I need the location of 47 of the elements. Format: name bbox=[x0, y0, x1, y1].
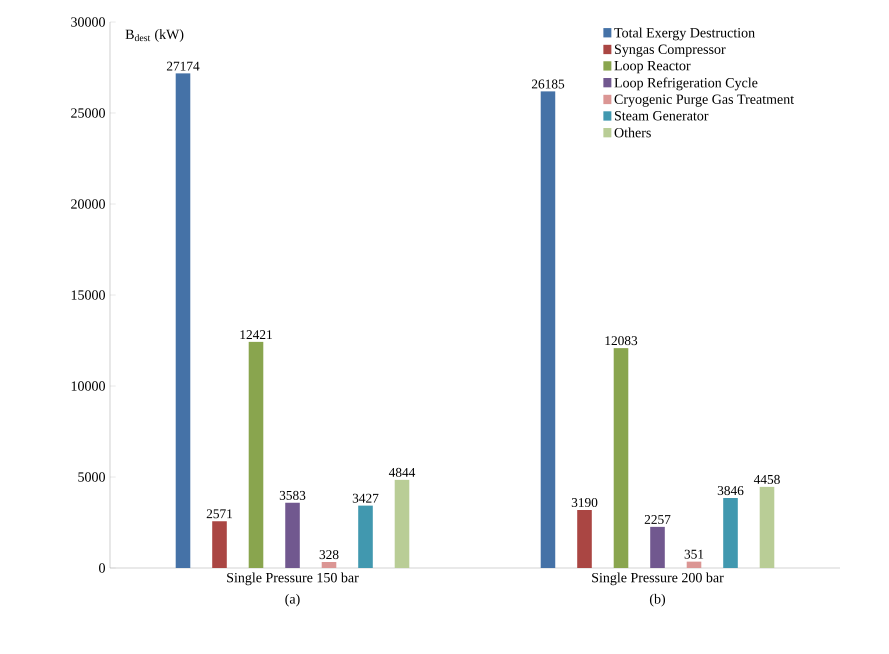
data-label: 12083 bbox=[606, 336, 638, 346]
x-tick-label: Single Pressure 150 bar bbox=[227, 572, 359, 586]
bar bbox=[285, 502, 300, 568]
bar bbox=[248, 342, 264, 568]
bar bbox=[176, 73, 190, 568]
data-label: 3583 bbox=[280, 490, 306, 500]
bar bbox=[212, 521, 227, 568]
data-label: 3427 bbox=[352, 494, 378, 503]
y-tick-label: 20000 bbox=[71, 199, 105, 209]
legend-label: Total Exergy Destruction bbox=[614, 28, 755, 40]
y-tick-label: 5000 bbox=[78, 472, 105, 482]
data-label: 2257 bbox=[644, 515, 670, 524]
legend-label: Loop Refrigeration Cycle bbox=[614, 77, 758, 90]
text: (a) bbox=[285, 594, 300, 607]
bar bbox=[614, 348, 628, 568]
y-tick-label: 15000 bbox=[72, 290, 105, 300]
data-label: 12421 bbox=[240, 330, 272, 340]
data-label: 351 bbox=[684, 550, 704, 559]
y-tick-label: 25000 bbox=[71, 108, 105, 118]
bar bbox=[760, 486, 774, 568]
y-tick-label: 10000 bbox=[72, 381, 105, 391]
bar bbox=[650, 526, 665, 568]
data-label: 2571 bbox=[206, 509, 232, 518]
bar bbox=[686, 562, 702, 568]
data-label: 3846 bbox=[718, 486, 744, 496]
data-label: 26185 bbox=[532, 80, 564, 88]
data-label: 3190 bbox=[572, 498, 598, 508]
data-label: 328 bbox=[320, 550, 339, 560]
text: (b) bbox=[650, 594, 666, 607]
legend-label: Cryogenic Purge Gas Treatment bbox=[614, 94, 794, 107]
bar bbox=[723, 498, 738, 568]
bar bbox=[577, 510, 592, 568]
bar bbox=[394, 480, 410, 568]
y-axis-title: B$_{dest}$ (kW) bbox=[126, 29, 184, 42]
legend-label: Loop Reactor bbox=[614, 61, 691, 74]
bar bbox=[540, 91, 556, 568]
bar bbox=[322, 562, 336, 568]
data-label: 27174 bbox=[166, 62, 200, 70]
x-tick-label: Single Pressure 200 bar bbox=[592, 572, 724, 586]
legend-label: Steam Generator bbox=[614, 111, 708, 120]
y-tick-label: 0 bbox=[99, 563, 105, 573]
legend-label: Others bbox=[614, 128, 651, 138]
legend-label: Syngas Compressor bbox=[614, 44, 726, 57]
data-label: 4458 bbox=[754, 474, 780, 484]
data-label: 4844 bbox=[388, 468, 416, 477]
bar bbox=[358, 506, 373, 568]
y-tick-label: 30000 bbox=[71, 17, 105, 27]
